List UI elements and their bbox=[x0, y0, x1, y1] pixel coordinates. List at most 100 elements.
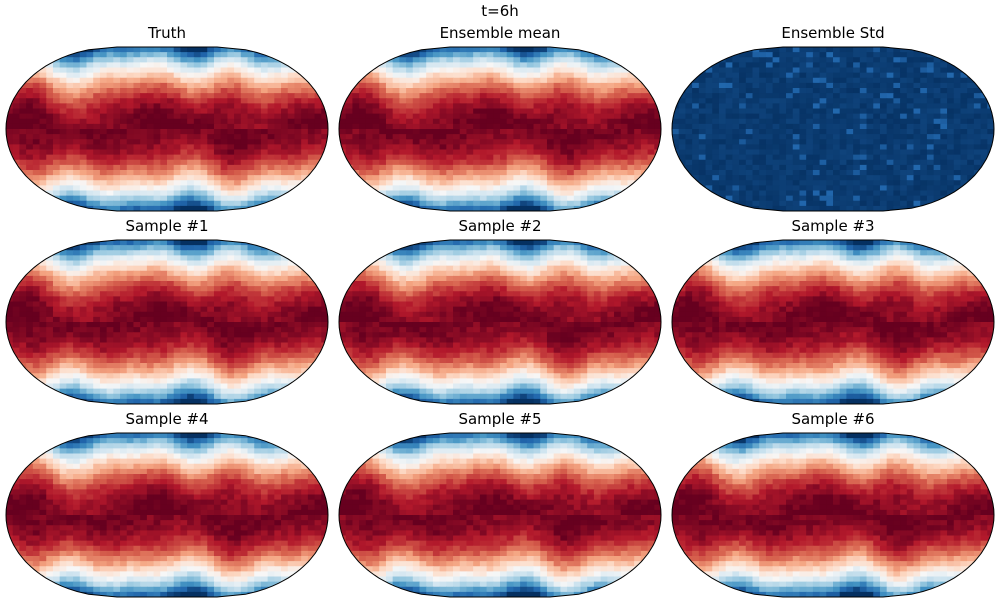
grid-cell bbox=[533, 149, 541, 156]
grid-cell bbox=[839, 98, 848, 104]
grid-cell bbox=[372, 77, 380, 84]
grid-cell bbox=[987, 134, 994, 140]
grid-cell bbox=[506, 88, 515, 94]
grid-cell bbox=[180, 170, 188, 176]
grid-cell bbox=[627, 159, 635, 166]
grid-cell bbox=[846, 180, 854, 186]
grid-cell bbox=[365, 164, 374, 171]
grid-cell bbox=[627, 190, 635, 197]
grid-cell bbox=[32, 149, 41, 156]
grid-cell bbox=[59, 139, 67, 145]
grid-cell bbox=[692, 170, 700, 176]
grid-cell bbox=[940, 139, 948, 145]
grid-cell bbox=[593, 47, 602, 53]
grid-cell bbox=[86, 255, 94, 262]
grid-cell bbox=[314, 139, 322, 145]
grid-cell bbox=[933, 144, 941, 151]
grid-cell bbox=[833, 52, 841, 58]
grid-cell bbox=[12, 185, 21, 192]
grid-cell bbox=[640, 98, 649, 104]
grid-cell bbox=[725, 190, 733, 197]
grid-cell bbox=[213, 195, 222, 202]
grid-cell bbox=[106, 195, 114, 202]
grid-cell bbox=[466, 98, 474, 104]
grid-cell bbox=[826, 72, 834, 79]
grid-cell bbox=[6, 195, 14, 202]
grid-cell bbox=[193, 200, 202, 207]
grid-cell bbox=[967, 195, 975, 202]
grid-cell bbox=[160, 180, 168, 186]
grid-cell bbox=[385, 139, 394, 145]
grid-cell bbox=[406, 93, 414, 99]
grid-cell bbox=[153, 144, 161, 151]
grid-cell bbox=[640, 67, 649, 74]
grid-cell bbox=[12, 175, 21, 181]
grid-cell bbox=[19, 139, 27, 145]
grid-cell bbox=[399, 149, 407, 156]
grid-cell bbox=[980, 98, 988, 104]
grid-cell bbox=[120, 175, 128, 181]
grid-cell bbox=[113, 88, 121, 94]
grid-cell bbox=[93, 108, 101, 115]
grid-cell bbox=[466, 47, 474, 53]
grid-cell bbox=[493, 52, 501, 58]
grid-cell bbox=[294, 245, 302, 251]
grid-cell bbox=[546, 164, 555, 171]
grid-cell bbox=[187, 47, 195, 53]
grid-cell bbox=[307, 205, 316, 211]
grid-cell bbox=[647, 82, 655, 89]
grid-cell bbox=[886, 57, 894, 63]
grid-cell bbox=[698, 170, 707, 176]
grid-cell bbox=[247, 149, 255, 156]
grid-cell bbox=[786, 159, 794, 166]
grid-cell bbox=[220, 118, 228, 125]
grid-cell bbox=[365, 200, 374, 207]
grid-cell bbox=[786, 149, 794, 156]
grid-cell bbox=[385, 67, 394, 74]
grid-cell bbox=[207, 123, 215, 130]
grid-cell bbox=[274, 149, 282, 156]
grid-cell bbox=[560, 170, 568, 176]
grid-cell bbox=[267, 149, 275, 156]
grid-cell bbox=[772, 88, 780, 94]
grid-cell bbox=[439, 47, 447, 53]
grid-cell bbox=[718, 164, 727, 171]
grid-cell bbox=[426, 72, 434, 79]
grid-cell bbox=[466, 129, 474, 135]
grid-cell bbox=[260, 164, 269, 171]
grid-cell bbox=[365, 190, 374, 197]
grid-cell bbox=[39, 72, 47, 79]
grid-cell bbox=[234, 245, 242, 251]
grid-cell bbox=[66, 190, 74, 197]
grid-cell bbox=[973, 159, 982, 166]
grid-cell bbox=[705, 72, 713, 79]
grid-cell bbox=[973, 47, 982, 53]
grid-cell bbox=[906, 72, 915, 79]
grid-cell bbox=[426, 195, 434, 202]
grid-cell bbox=[779, 205, 787, 211]
grid-cell bbox=[759, 93, 767, 99]
grid-cell bbox=[614, 149, 622, 156]
grid-cell bbox=[853, 47, 861, 53]
grid-cell bbox=[93, 103, 101, 110]
grid-cell bbox=[247, 129, 255, 135]
grid-cell bbox=[254, 154, 262, 161]
grid-cell bbox=[86, 250, 94, 256]
grid-cell bbox=[853, 180, 861, 186]
grid-cell bbox=[893, 195, 901, 202]
grid-cell bbox=[739, 200, 747, 207]
grid-cell bbox=[826, 200, 834, 207]
grid-cell bbox=[987, 129, 994, 135]
grid-cell bbox=[900, 139, 908, 145]
grid-cell bbox=[267, 250, 275, 256]
grid-cell bbox=[66, 108, 74, 115]
grid-cell bbox=[873, 195, 881, 202]
grid-cell bbox=[879, 67, 888, 74]
grid-cell bbox=[593, 129, 602, 135]
grid-cell bbox=[86, 175, 94, 181]
grid-cell bbox=[66, 195, 74, 202]
grid-cell bbox=[73, 200, 81, 207]
grid-cell bbox=[167, 205, 175, 211]
grid-cell bbox=[873, 175, 881, 181]
grid-cell bbox=[873, 88, 881, 94]
